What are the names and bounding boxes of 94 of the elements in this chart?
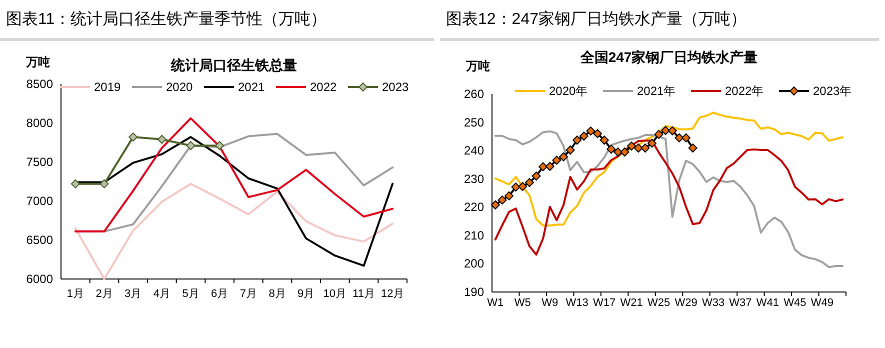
x-tick-label: 11月 (352, 288, 375, 300)
x-tick-label: 7月 (240, 288, 257, 300)
x-tick-label: W29 (674, 297, 698, 309)
x-tick-label: 2月 (96, 288, 113, 300)
point (640, 144, 650, 153)
y-tick-label: 8000 (26, 116, 54, 130)
y-tick-label: 7000 (26, 194, 54, 208)
x-tick-label: 8月 (268, 288, 286, 300)
point (532, 172, 541, 181)
y-tick-label: 230 (464, 172, 484, 186)
y-tick-label: 240 (464, 144, 484, 158)
legend-label: 2023 (382, 80, 410, 94)
x-tick-label: W33 (702, 297, 725, 309)
y-tick-label: 250 (464, 115, 484, 130)
point (593, 129, 602, 138)
chart-subtitle: 统计局口径生铁总量 (170, 57, 297, 73)
y-tick-label: 260 (464, 87, 484, 101)
point (654, 130, 664, 139)
legend-label: 2020年 (549, 84, 588, 98)
y-axis-title: 万吨 (25, 55, 50, 69)
x-tick-label: 10月 (323, 288, 347, 300)
chart-title: 图表12：247家钢厂日均铁水产量（万吨） (446, 10, 746, 28)
x-tick-label: W9 (542, 297, 558, 309)
point (524, 178, 534, 188)
point (634, 144, 643, 153)
x-tick-label: W1 (487, 297, 504, 309)
point (186, 141, 196, 150)
point (668, 126, 677, 136)
x-tick-label: W49 (810, 297, 834, 309)
point (647, 138, 656, 148)
y-tick-label: 6000 (26, 272, 54, 286)
x-tick-label: W13 (566, 297, 588, 309)
point (157, 134, 166, 144)
point (682, 133, 691, 142)
x-tick-label: 6月 (211, 288, 228, 300)
point (518, 182, 528, 191)
legend-label: 2020 (166, 80, 194, 94)
point (674, 133, 684, 142)
y-tick-label: 8500 (26, 77, 54, 91)
legend-label: 2019 (94, 80, 122, 94)
legend-label: 2022 (310, 80, 338, 94)
point (538, 162, 548, 172)
x-tick-label: 5月 (182, 288, 200, 300)
line-series (494, 130, 844, 268)
line-series (494, 112, 844, 227)
point (552, 156, 562, 165)
point (600, 136, 609, 145)
y-tick-label: 7500 (26, 155, 54, 169)
point (566, 146, 575, 155)
x-tick-label: W41 (756, 297, 780, 309)
y-tick-label: 220 (464, 200, 484, 214)
point (70, 179, 80, 188)
legend-label: 2021 (238, 80, 266, 94)
point (572, 136, 582, 145)
x-tick-label: W37 (729, 297, 752, 309)
point (586, 126, 596, 136)
point (558, 152, 568, 162)
x-tick-label: 9月 (298, 288, 315, 300)
x-tick-label: W17 (593, 297, 616, 309)
x-tick-label: W25 (647, 297, 670, 309)
point (606, 144, 616, 154)
legend-label: 2023年 (813, 84, 852, 98)
y-tick-label: 210 (464, 228, 484, 242)
chart-title: 图表11：统计局口径生铁产量季节性（万吨） (6, 10, 327, 28)
point (688, 144, 698, 153)
point (490, 200, 500, 210)
point (613, 147, 622, 156)
point (504, 191, 514, 200)
point (661, 126, 670, 135)
x-tick-label: 12月 (380, 288, 404, 300)
point (545, 162, 554, 171)
point (627, 142, 636, 151)
x-tick-label: W21 (620, 297, 643, 309)
x-tick-label: W5 (514, 297, 531, 309)
point (128, 132, 138, 142)
y-tick-label: 200 (464, 256, 484, 271)
x-tick-label: W45 (784, 297, 806, 309)
x-tick-label: 3月 (124, 288, 142, 300)
point (215, 141, 224, 150)
y-axis-title: 万吨 (465, 59, 490, 73)
legend-label: 2022年 (725, 84, 764, 98)
point (498, 196, 507, 205)
x-tick-label: 1月 (66, 288, 84, 300)
point (579, 132, 588, 141)
chart-subtitle: 全国247家钢厂日均铁水产量 (579, 49, 758, 65)
legend-label: 2021年 (637, 84, 676, 98)
y-tick-label: 190 (464, 285, 484, 299)
line-series (494, 140, 844, 256)
point (511, 182, 520, 192)
x-tick-label: 4月 (153, 288, 170, 300)
y-tick-label: 6500 (26, 233, 54, 247)
point (100, 179, 109, 188)
line-series (74, 182, 394, 280)
point (620, 147, 630, 156)
